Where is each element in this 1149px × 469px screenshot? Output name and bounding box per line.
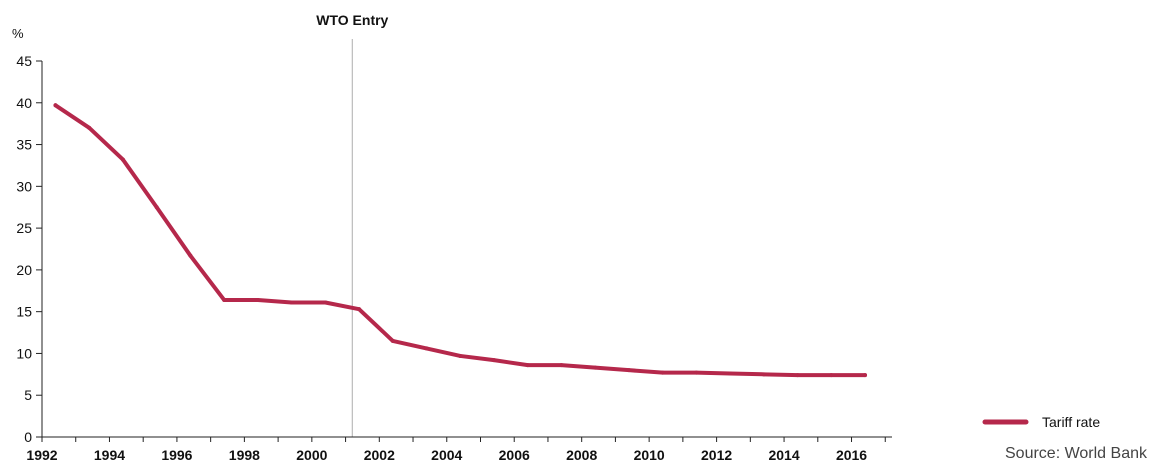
data-point xyxy=(626,368,631,373)
data-point xyxy=(154,205,159,210)
x-tick-label: 2010 xyxy=(634,447,665,463)
y-tick-label: 20 xyxy=(16,262,32,278)
tariff-rate-line xyxy=(53,103,868,378)
data-point xyxy=(525,363,530,368)
data-point xyxy=(795,373,800,378)
data-point xyxy=(491,358,496,363)
axes: 0 5 10 15 20 25 30 35 40 45% 1992 1994 1996 1998 2000 2… xyxy=(12,26,892,463)
x-tick-label: 2008 xyxy=(566,447,597,463)
x-tick-label: 2016 xyxy=(836,447,867,463)
data-point xyxy=(289,300,294,305)
y-tick-label: 10 xyxy=(16,345,32,361)
x-tick-label: 2012 xyxy=(701,447,732,463)
annotation-layer: WTO Entry xyxy=(316,12,389,437)
data-point xyxy=(863,373,868,378)
data-point xyxy=(323,300,328,305)
y-tick-label: 45 xyxy=(16,53,32,69)
data-point xyxy=(761,372,766,377)
data-point xyxy=(188,253,193,258)
data-point xyxy=(829,373,834,378)
y-tick-label: 25 xyxy=(16,220,32,236)
data-point xyxy=(53,103,58,108)
y-tick-label: 0 xyxy=(24,429,32,445)
y-tick-label: 15 xyxy=(16,304,32,320)
data-point xyxy=(458,353,463,358)
x-tick-label: 2004 xyxy=(431,447,462,463)
x-tick-label: 1996 xyxy=(161,447,192,463)
data-point xyxy=(222,297,227,302)
x-tick-label: 2000 xyxy=(296,447,327,463)
x-tick-label: 1994 xyxy=(94,447,125,463)
y-axis-label: % xyxy=(12,26,24,41)
data-point xyxy=(424,346,429,351)
y-tick-label: 30 xyxy=(16,178,32,194)
data-point xyxy=(120,157,125,162)
y-tick-label: 5 xyxy=(24,387,32,403)
legend: Tariff rate Source: World Bank xyxy=(982,414,1148,462)
x-tick-label: 1998 xyxy=(229,447,260,463)
data-point xyxy=(694,370,699,375)
x-tick-label: 2006 xyxy=(499,447,530,463)
y-tick-label: 40 xyxy=(16,95,32,111)
x-tick-label: 2002 xyxy=(364,447,395,463)
data-point xyxy=(559,363,564,368)
data-point xyxy=(87,125,92,130)
data-point xyxy=(357,307,362,312)
data-point xyxy=(255,297,260,302)
data-point xyxy=(390,338,395,343)
x-tick-label: 2014 xyxy=(768,447,799,463)
data-point xyxy=(728,371,733,376)
x-tick-label: 1992 xyxy=(26,447,57,463)
data-point xyxy=(593,365,598,370)
y-tick-label: 35 xyxy=(16,137,32,153)
data-point xyxy=(660,370,665,375)
wto-entry-label: WTO Entry xyxy=(316,12,388,28)
series-layer xyxy=(53,103,868,378)
legend-label: Tariff rate xyxy=(1042,414,1100,430)
source-note: Source: World Bank xyxy=(1005,445,1148,462)
